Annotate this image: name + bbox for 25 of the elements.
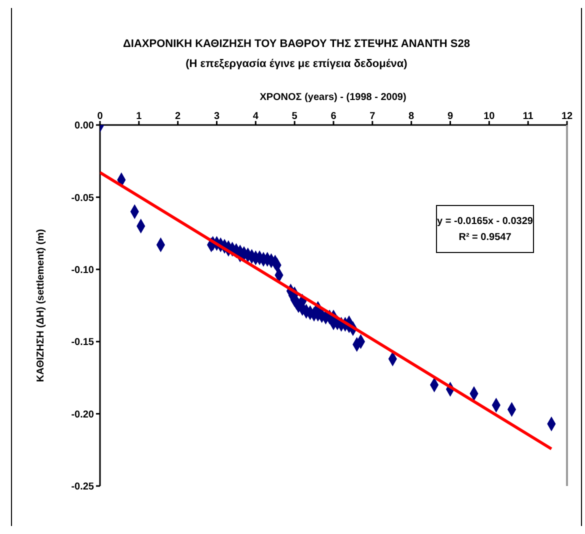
x-tick-label: 3 xyxy=(214,111,220,122)
y-tick-label: -0.15 xyxy=(71,337,94,348)
annotation: y = -0.0165x - 0.0329 xyxy=(437,216,533,226)
x-tick-label: 2 xyxy=(175,111,182,122)
y-axis-title: ΚΑΘΙΖΗΣΗ (ΔΗ) (settlement) (m) xyxy=(36,229,47,382)
x-tick-label: 8 xyxy=(408,111,415,122)
x-tick-label: 11 xyxy=(522,111,534,122)
x-tick-label: 9 xyxy=(447,111,454,122)
x-tick-label: 7 xyxy=(370,111,376,122)
x-tick-label: 4 xyxy=(252,111,259,122)
x-axis-title: ΧΡΟΝΟΣ (years) - (1998 - 2009) xyxy=(258,92,408,103)
y-tick-label: -0.25 xyxy=(71,482,94,493)
x-tick-label: 0 xyxy=(97,111,104,122)
annotation: R² = 0.9547 xyxy=(458,232,512,242)
x-tick-label: 6 xyxy=(330,111,337,122)
x-tick-label: 5 xyxy=(292,111,298,122)
y-tick-label: -0.05 xyxy=(71,192,94,204)
chart-title: ΔΙΑΧΡΟΝΙΚΗ ΚΑΘΙΖΗΣΗ ΤΟΥ ΒΑΘΡΟΥ ΤΗΣ ΣΤΕΨΗΣ ΑΝΑΝΤΗ S28 xyxy=(122,38,471,50)
y-tick-label: 0.00 xyxy=(74,120,94,132)
x-tick-label: 10 xyxy=(484,111,496,122)
x-tick-label: 12 xyxy=(561,111,573,122)
y-tick-label: -0.10 xyxy=(71,264,94,276)
chart-subtitle: (Η επεξεργασία έγινε με επίγεια δεδομένα) xyxy=(184,58,408,70)
x-tick-label: 1 xyxy=(136,111,142,122)
y-tick-label: -0.20 xyxy=(71,409,94,420)
